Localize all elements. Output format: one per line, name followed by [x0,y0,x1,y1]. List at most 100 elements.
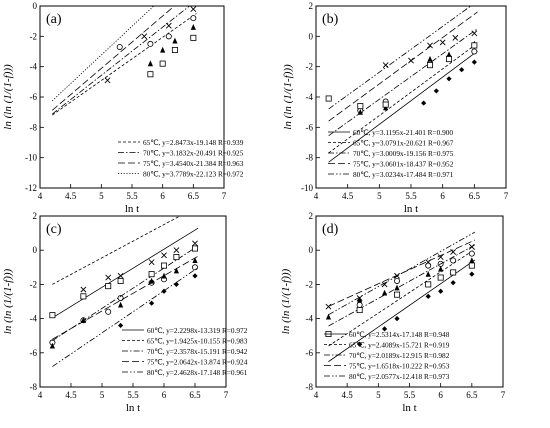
panel-label: (c) [46,222,62,237]
data-point [382,101,389,108]
chart-panel-2: 4 4.5 5 5.5 6 6.5 7 -10 -8 -6 -4 -2 0 2 ln t ln (ln (1/… [282,1,509,215]
data-point [450,269,457,276]
y-tick-label: -8 [30,382,38,392]
x-tick-label: 4.5 [342,191,354,201]
y-tick-label: 0 [309,245,314,255]
data-point [80,317,86,323]
data-point [381,281,388,288]
y-tick-label: -6 [306,348,314,358]
x-tick-label: 6 [438,390,443,400]
data-point [469,271,475,277]
y-tick-label: 0 [33,1,38,11]
legend-entry: 75℃, y=2.0642x-13.874 R=0.924 [147,357,248,366]
x-tick-label: 5 [100,390,105,400]
data-point [147,40,154,47]
y-tick-label: -12 [25,183,37,193]
chart-panel-3: 4 4.5 5 5.5 6 6.5 7 -8 -6 -4 -2 0 2 ln t ln (ln (1/(1-… [2,211,248,414]
x-tick-label: 5.5 [404,390,416,400]
y-tick-label: -8 [30,122,38,132]
data-point [173,281,179,287]
data-point [394,277,401,284]
x-axis-label: ln t [402,402,416,414]
x-tick-label: 6 [162,390,167,400]
series-2 [52,6,197,115]
data-point [117,272,124,279]
data-point [394,284,400,291]
y-tick-label: 2 [33,211,38,221]
data-point [159,60,166,67]
data-point [450,280,456,286]
data-point [105,308,112,315]
series-2 [49,216,198,346]
panel-label: (a) [46,12,62,27]
x-axis-label: ln t [125,203,139,215]
legend-entry: 65℃, y=1.9425x-10.155 R=0.983 [147,336,248,345]
series-1 [328,259,476,362]
data-point [173,254,180,261]
legend-entry: 80℃, y=2.0577x-12.418 R=0.973 [349,372,450,381]
data-point [459,67,465,73]
data-point [425,270,431,277]
x-tick-label: 4.5 [65,390,77,400]
x-tick-label: 6 [160,191,165,201]
data-point [433,88,439,94]
data-point [148,271,155,278]
data-point [394,291,401,298]
data-point [468,262,475,269]
data-point [161,252,167,259]
legend-entry: 60℃, y=2.5314x-17.148 R=0.948 [349,330,450,339]
data-point [148,259,155,266]
x-tick-label: 6.5 [189,390,201,400]
data-point [357,341,363,347]
fit-line [52,13,197,116]
series-4 [49,255,199,349]
data-point [471,48,478,55]
legend-entry: 70℃, y=3.0009x-19.156 R=0.975 [353,149,454,158]
data-point [160,46,166,53]
y-tick-label: -8 [306,382,314,392]
y-tick-label: -10 [301,183,313,193]
x-tick-label: 5.5 [126,191,138,201]
data-point [192,273,198,279]
y-tick-label: -6 [30,348,38,358]
legend-entry: 75℃, y=3.0601x-18.437 R=0.952 [353,159,454,168]
y-tick-label: 0 [33,245,38,255]
legend-entry: 75℃, y=3.4540x-21.384 R=0.963 [143,159,244,168]
data-point [356,307,363,314]
data-point [427,55,433,62]
data-point [325,95,332,102]
legend-entry: 70℃, y=2.0189x-12.915 R=0.982 [349,351,450,360]
x-tick-label: 5 [99,191,104,201]
data-point [49,342,55,349]
fit-line [52,267,199,367]
series-3 [52,240,199,341]
data-point [117,277,124,284]
data-point [357,108,363,115]
data-point [469,257,475,264]
data-point [471,30,478,37]
series-5 [49,245,199,367]
legend-entry: 65℃, y=2.8473x-19.148 R=0.939 [143,138,244,147]
series-5 [325,6,478,110]
x-tick-label: 5 [377,191,382,201]
legend-entry: 65℃, y=3.0791x-20.621 R=0.967 [353,138,454,147]
legend-entry: 80℃, y=3.0234x-17.484 R=0.971 [353,170,454,179]
data-point [445,56,452,63]
y-tick-label: 2 [309,211,314,221]
data-point [427,42,433,49]
data-point [357,103,364,110]
y-tick-label: -4 [306,314,314,324]
fit-line [328,6,472,110]
y-tick-label: -6 [306,122,314,132]
fit-line [328,28,478,137]
x-tick-label: 6.5 [469,191,481,201]
x-axis-label: ln t [126,402,140,414]
y-tick-label: -6 [30,92,38,102]
x-tick-label: 6 [440,191,445,201]
data-point [381,289,388,296]
data-point [471,42,478,49]
data-point [450,248,457,255]
data-point [191,264,198,271]
fit-line [51,6,155,102]
